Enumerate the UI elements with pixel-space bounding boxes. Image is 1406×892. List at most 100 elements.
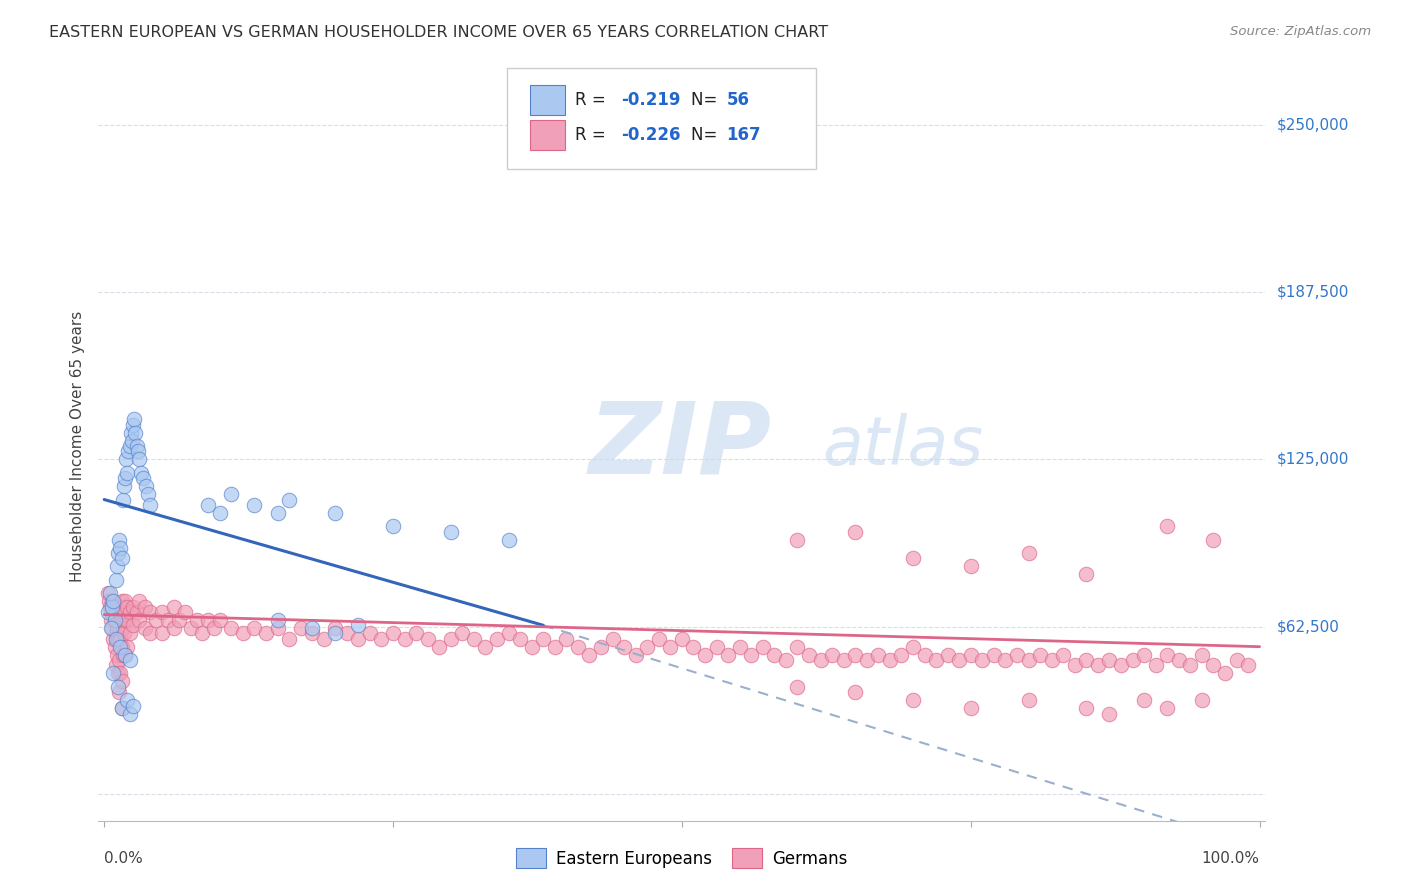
Point — [1213, 666, 1236, 681]
Point — [347, 618, 370, 632]
Point — [125, 439, 148, 453]
Point — [243, 498, 266, 512]
Text: atlas: atlas — [823, 413, 983, 479]
Point — [186, 613, 208, 627]
Point — [128, 594, 150, 608]
Point — [266, 506, 288, 520]
Point — [110, 701, 132, 715]
Point — [156, 613, 179, 627]
Point — [1063, 658, 1085, 673]
Point — [197, 613, 219, 627]
Point — [821, 648, 844, 662]
Point — [104, 640, 127, 654]
Point — [1167, 653, 1189, 667]
Point — [254, 626, 277, 640]
Point — [531, 632, 554, 646]
Point — [115, 452, 138, 467]
Point — [104, 613, 127, 627]
Point — [162, 599, 184, 614]
Point — [118, 439, 141, 453]
Point — [1202, 658, 1225, 673]
Point — [671, 632, 693, 646]
Point — [925, 653, 948, 667]
Point — [122, 412, 145, 426]
Point — [936, 648, 959, 662]
Point — [134, 621, 156, 635]
Point — [110, 674, 132, 689]
Point — [139, 605, 162, 619]
Point — [101, 594, 124, 608]
Point — [104, 658, 127, 673]
Point — [107, 666, 129, 681]
Point — [191, 626, 214, 640]
Point — [110, 666, 132, 681]
Point — [221, 487, 243, 501]
Point — [648, 632, 671, 646]
Point — [983, 648, 1005, 662]
Point — [1040, 653, 1063, 667]
Point — [221, 621, 243, 635]
Point — [1202, 533, 1225, 547]
Point — [752, 640, 775, 654]
Text: 100.0%: 100.0% — [1202, 851, 1260, 866]
Point — [150, 605, 173, 619]
Point — [110, 605, 132, 619]
Point — [112, 605, 135, 619]
Text: -0.226: -0.226 — [621, 126, 681, 144]
Point — [105, 621, 128, 635]
Point — [1005, 648, 1028, 662]
Point — [844, 648, 866, 662]
Point — [1133, 693, 1156, 707]
Point — [150, 626, 173, 640]
Point — [114, 648, 136, 662]
Point — [139, 626, 162, 640]
Point — [122, 599, 145, 614]
Point — [107, 680, 129, 694]
Point — [105, 559, 128, 574]
Text: Source: ZipAtlas.com: Source: ZipAtlas.com — [1230, 25, 1371, 38]
Point — [134, 599, 156, 614]
Point — [110, 701, 132, 715]
Point — [174, 605, 197, 619]
Point — [901, 693, 924, 707]
Point — [108, 621, 131, 635]
Point — [139, 498, 162, 512]
Point — [104, 613, 127, 627]
Point — [370, 632, 392, 646]
Point — [868, 648, 890, 662]
Point — [1018, 693, 1040, 707]
Point — [111, 621, 134, 635]
Point — [959, 559, 981, 574]
Point — [110, 613, 132, 627]
Point — [1098, 653, 1121, 667]
Point — [463, 632, 485, 646]
Text: 167: 167 — [727, 126, 761, 144]
Point — [110, 594, 132, 608]
Point — [127, 444, 149, 458]
Point — [440, 632, 463, 646]
Point — [323, 621, 346, 635]
Point — [786, 533, 808, 547]
Point — [111, 492, 134, 507]
Text: -0.219: -0.219 — [621, 91, 681, 109]
Point — [101, 599, 124, 614]
Point — [1018, 653, 1040, 667]
Point — [103, 594, 125, 608]
Y-axis label: Householder Income Over 65 years: Householder Income Over 65 years — [70, 310, 86, 582]
Point — [98, 599, 121, 614]
Point — [180, 621, 202, 635]
Point — [128, 452, 150, 467]
Point — [117, 466, 139, 480]
Point — [451, 626, 474, 640]
Text: $62,500: $62,500 — [1277, 619, 1340, 634]
Point — [613, 640, 636, 654]
Point — [135, 479, 157, 493]
FancyBboxPatch shape — [508, 68, 815, 169]
Point — [1191, 693, 1213, 707]
Point — [104, 573, 127, 587]
Point — [1121, 653, 1143, 667]
Point — [682, 640, 704, 654]
Point — [110, 551, 132, 566]
Point — [1076, 567, 1098, 582]
Point — [347, 632, 370, 646]
